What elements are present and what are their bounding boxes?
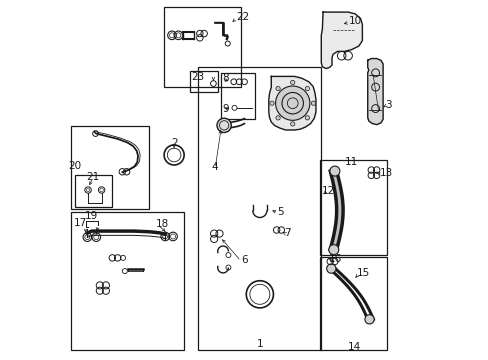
Circle shape (290, 122, 294, 126)
Circle shape (305, 86, 309, 91)
Text: 17: 17 (73, 218, 86, 228)
Text: 2: 2 (170, 138, 177, 148)
Bar (319, 160, 386, 255)
Text: 4: 4 (211, 162, 218, 172)
Circle shape (269, 101, 274, 105)
Bar (75, 175, 112, 207)
Circle shape (217, 118, 231, 132)
Text: 21: 21 (86, 172, 100, 182)
Text: 19: 19 (85, 211, 98, 221)
Text: 14: 14 (347, 342, 361, 352)
Text: 15: 15 (356, 268, 369, 278)
Bar (198, 67, 321, 350)
Bar (71, 212, 183, 350)
Text: 13: 13 (379, 168, 392, 178)
Text: 3: 3 (384, 100, 391, 110)
Text: 6: 6 (241, 255, 247, 265)
Text: 18: 18 (156, 219, 169, 229)
Polygon shape (321, 12, 362, 68)
Bar (221, 73, 255, 119)
Text: 1: 1 (256, 339, 263, 349)
Circle shape (364, 315, 373, 324)
Circle shape (275, 116, 280, 120)
Bar (71, 126, 148, 208)
Text: 22: 22 (236, 13, 249, 22)
Circle shape (290, 80, 294, 85)
Circle shape (305, 116, 309, 120)
Text: 16: 16 (328, 253, 341, 264)
Polygon shape (367, 59, 382, 125)
Bar (189, 71, 218, 93)
Text: 9: 9 (222, 104, 228, 113)
Text: 12: 12 (321, 186, 334, 196)
Text: 11: 11 (345, 157, 358, 167)
Circle shape (326, 264, 335, 273)
Circle shape (328, 245, 338, 255)
Text: 8: 8 (222, 73, 228, 83)
Circle shape (275, 86, 309, 120)
Text: 10: 10 (348, 16, 362, 26)
Polygon shape (268, 76, 315, 130)
Circle shape (311, 101, 315, 105)
Text: 20: 20 (68, 161, 81, 171)
Circle shape (275, 86, 280, 91)
Text: 7: 7 (284, 228, 290, 238)
Bar (319, 257, 386, 350)
Bar (164, 7, 241, 87)
Circle shape (329, 166, 339, 176)
Text: 5: 5 (276, 207, 283, 217)
Text: 23: 23 (191, 72, 204, 82)
